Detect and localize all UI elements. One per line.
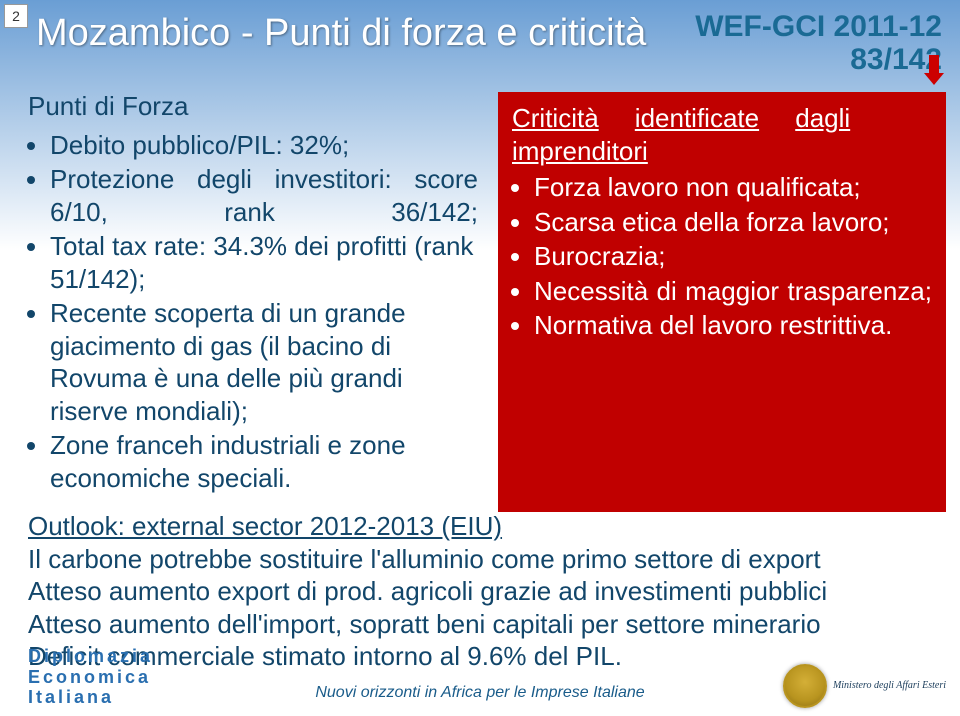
crit-word: identificate (635, 103, 759, 133)
footer-left-line: Economica (28, 667, 153, 688)
crit-word: imprenditori (512, 136, 648, 166)
footer-left: Diplomazia Economica Italiana (28, 646, 153, 708)
crit-word: Criticità (512, 103, 599, 133)
list-item: Recente scoperta di un grande giacimento… (50, 297, 478, 427)
emblem-icon (783, 664, 827, 708)
footer-left-line: Italiana (28, 687, 153, 708)
ranking-line-2: 83/142 (695, 43, 942, 76)
ranking-line-1: WEF-GCI 2011-12 (695, 10, 942, 43)
list-item: Protezione degli investitori: score 6/10… (50, 163, 478, 228)
crit-word: dagli (795, 103, 850, 133)
criticisms-heading: Criticità identificate dagli imprenditor… (512, 102, 932, 167)
footer-left-line: Diplomazia (28, 646, 153, 667)
arrow-down-icon (924, 55, 944, 85)
list-item: Zone franceh industriali e zone economic… (50, 429, 478, 494)
list-item: Necessità di maggior trasparenza; (534, 275, 932, 308)
strengths-heading: Punti di Forza (28, 90, 478, 123)
criticisms-list: Forza lavoro non qualificata; Scarsa eti… (512, 171, 932, 342)
outlook-line: Atteso aumento export di prod. agricoli … (28, 576, 827, 606)
list-item: Burocrazia; (534, 240, 932, 273)
list-item: Debito pubblico/PIL: 32%; (50, 129, 478, 162)
criticisms-box: Criticità identificate dagli imprenditor… (498, 92, 946, 512)
footer-center: Nuovi orizzonti in Africa per le Imprese… (315, 684, 644, 702)
page-title: Mozambico - Punti di forza e criticità (36, 12, 646, 55)
ranking-box: WEF-GCI 2011-12 83/142 (695, 10, 942, 76)
ministry-label: Ministero degli Affari Esteri (833, 681, 946, 691)
list-item: Forza lavoro non qualificata; (534, 171, 932, 204)
strengths-list: Debito pubblico/PIL: 32%; Protezione deg… (28, 129, 478, 495)
list-item: Normativa del lavoro restrittiva. (534, 309, 932, 342)
outlook-line: Atteso aumento dell'import, sopratt beni… (28, 609, 821, 639)
outlook-heading: Outlook: external sector 2012-2013 (EIU) (28, 511, 502, 541)
list-item: Total tax rate: 34.3% dei profitti (rank… (50, 230, 478, 295)
footer-right: Ministero degli Affari Esteri (783, 664, 946, 708)
strengths-column: Punti di Forza Debito pubblico/PIL: 32%;… (28, 90, 478, 496)
outlook-line: Il carbone potrebbe sostituire l'allumin… (28, 544, 821, 574)
outlook-section: Outlook: external sector 2012-2013 (EIU)… (28, 510, 942, 673)
list-item: Scarsa etica della forza lavoro; (534, 206, 932, 239)
page-number: 2 (4, 4, 28, 28)
